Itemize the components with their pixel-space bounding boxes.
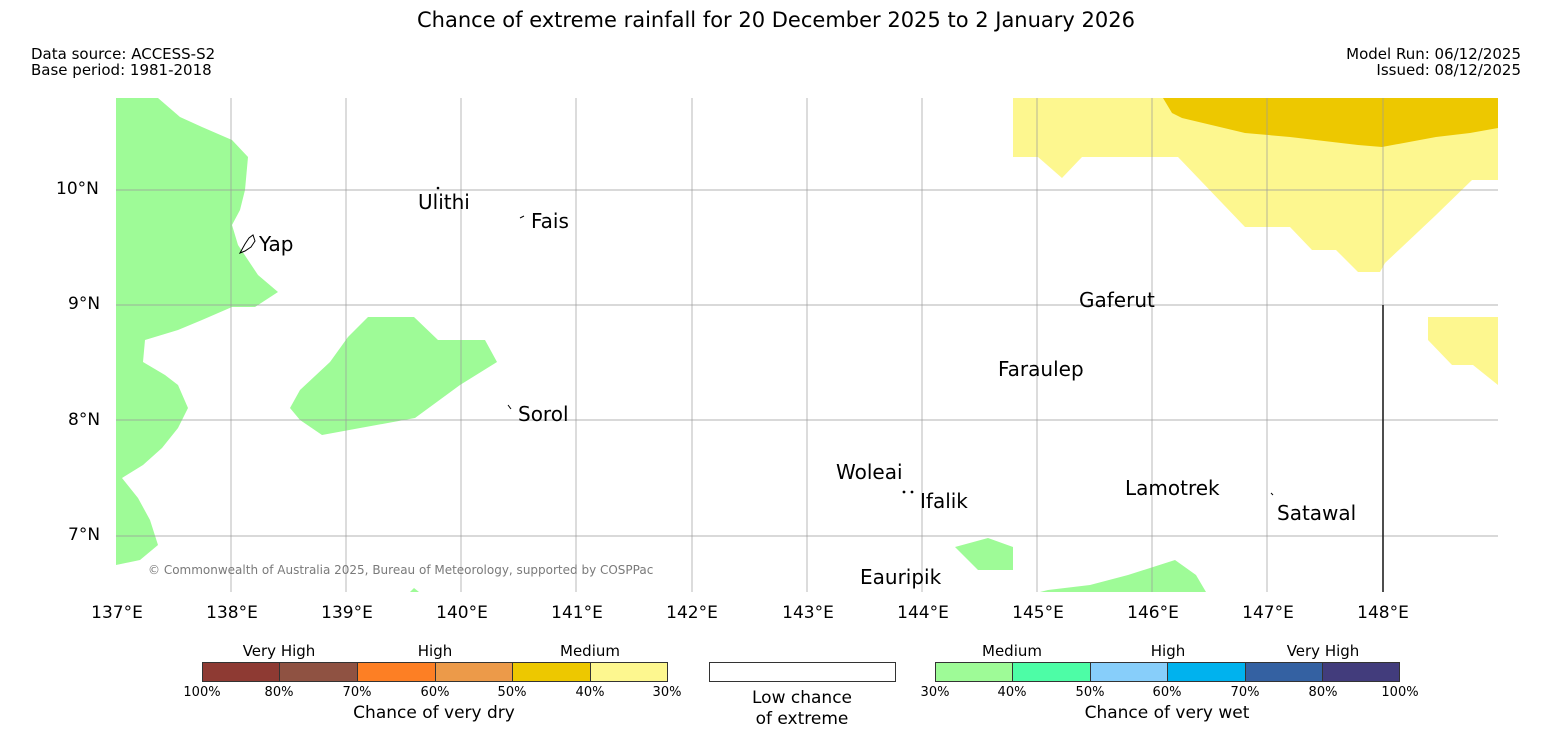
lat-label-10n: 10°N xyxy=(56,179,99,199)
lon-label-137e: 137°E xyxy=(91,603,143,623)
satawal-island-marker xyxy=(1270,492,1274,496)
lon-label-148e: 148°E xyxy=(1357,603,1409,623)
place-yap: Yap xyxy=(259,232,294,256)
wet-swatch-40-50 xyxy=(1012,662,1091,682)
dry-pct-40: 40% xyxy=(575,685,605,700)
place-satawal: Satawal xyxy=(1277,501,1357,525)
lon-label-147e: 147°E xyxy=(1242,603,1294,623)
data-source: Data source: ACCESS-S2 xyxy=(31,45,216,63)
dry-swatch-70-60 xyxy=(357,662,436,682)
wet-region-south-3 xyxy=(410,588,419,592)
wet-category-high: High xyxy=(1150,642,1186,660)
island-markers xyxy=(238,186,1274,496)
dry-pct-60: 60% xyxy=(420,685,450,700)
dry-region-east xyxy=(1428,317,1498,385)
dry-pct-50: 50% xyxy=(497,685,527,700)
yap-island-outline xyxy=(238,234,256,254)
wet-category-medium: Medium xyxy=(982,642,1042,660)
lon-label-139e: 139°E xyxy=(321,603,373,623)
wet-region-central xyxy=(290,317,497,435)
map-title: Chance of extreme rainfall for 20 Decemb… xyxy=(417,8,1135,32)
wet-swatch-60-70 xyxy=(1167,662,1246,682)
fais-island-marker xyxy=(519,215,525,219)
dry-pct-30: 30% xyxy=(652,685,682,700)
dry-pct-100: 100% xyxy=(183,685,221,700)
place-sorol: Sorol xyxy=(518,402,569,426)
dry-pct-70: 70% xyxy=(342,685,372,700)
wet-pct-80: 80% xyxy=(1308,685,1338,700)
dry-category-high: High xyxy=(417,642,453,660)
lon-label-138e: 138°E xyxy=(206,603,258,623)
place-woleai: Woleai xyxy=(836,460,903,484)
copyright-notice: © Commonwealth of Australia 2025, Bureau… xyxy=(148,563,654,577)
wet-region-west xyxy=(116,98,278,565)
wet-swatch-70-80 xyxy=(1245,662,1323,682)
dry-category-medium: Medium xyxy=(560,642,620,660)
base-period: Base period: 1981-2018 xyxy=(31,61,212,79)
lon-label-144e: 144°E xyxy=(897,603,949,623)
wet-pct-70: 70% xyxy=(1230,685,1260,700)
lon-label-142e: 142°E xyxy=(666,603,718,623)
place-lamotrek: Lamotrek xyxy=(1125,476,1220,500)
dry-pct-80: 80% xyxy=(264,685,294,700)
model-run: Model Run: 06/12/2025 xyxy=(1346,45,1521,63)
wet-swatch-50-60 xyxy=(1090,662,1168,682)
issued-date: Issued: 08/12/2025 xyxy=(1376,61,1521,79)
dry-swatch-80-70 xyxy=(279,662,358,682)
lat-label-7n: 7°N xyxy=(68,525,101,545)
place-eauripik: Eauripik xyxy=(860,565,942,589)
place-faraulep: Faraulep xyxy=(998,357,1084,381)
lon-label-145e: 145°E xyxy=(1012,603,1064,623)
lon-label-146e: 146°E xyxy=(1127,603,1179,623)
wet-swatch-30-40 xyxy=(935,662,1013,682)
place-ulithi: Ulithi xyxy=(418,190,470,214)
dry-swatch-60-50 xyxy=(435,662,513,682)
wet-pct-30: 30% xyxy=(920,685,950,700)
wet-swatch-80-100 xyxy=(1322,662,1400,682)
dry-swatch-40-30 xyxy=(590,662,668,682)
dry-swatch-50-40 xyxy=(512,662,591,682)
lon-label-141e: 141°E xyxy=(551,603,603,623)
place-ifalik: Ifalik xyxy=(920,489,968,513)
wet-region-south-1 xyxy=(955,538,1013,570)
gridlines xyxy=(116,98,1498,592)
woleai-island-marker xyxy=(902,490,906,494)
place-gaferut: Gaferut xyxy=(1079,288,1155,312)
low-chance-swatch xyxy=(709,662,896,682)
lon-label-140e: 140°E xyxy=(436,603,488,623)
wet-pct-40: 40% xyxy=(997,685,1027,700)
lat-label-9n: 9°N xyxy=(68,294,101,314)
sorol-island-marker xyxy=(507,404,512,410)
dry-swatch-100-80 xyxy=(202,662,280,682)
lat-label-8n: 8°N xyxy=(68,410,101,430)
wet-pct-100: 100% xyxy=(1381,685,1419,700)
wet-legend-label: Chance of very wet xyxy=(1084,703,1250,723)
ifalik-island-marker xyxy=(910,490,914,494)
lon-label-143e: 143°E xyxy=(782,603,834,623)
low-chance-label: Low chance of extreme xyxy=(752,688,852,729)
wet-region-south-2 xyxy=(1040,560,1206,592)
dry-legend-label: Chance of very dry xyxy=(353,703,515,723)
place-fais: Fais xyxy=(531,209,569,233)
dry-region-core xyxy=(1163,98,1498,147)
ulithi-island-marker xyxy=(436,186,440,190)
wet-pct-50: 50% xyxy=(1075,685,1105,700)
wet-category-very-high: Very High xyxy=(1286,642,1360,660)
dry-category-very-high: Very High xyxy=(242,642,316,660)
wet-pct-60: 60% xyxy=(1152,685,1182,700)
